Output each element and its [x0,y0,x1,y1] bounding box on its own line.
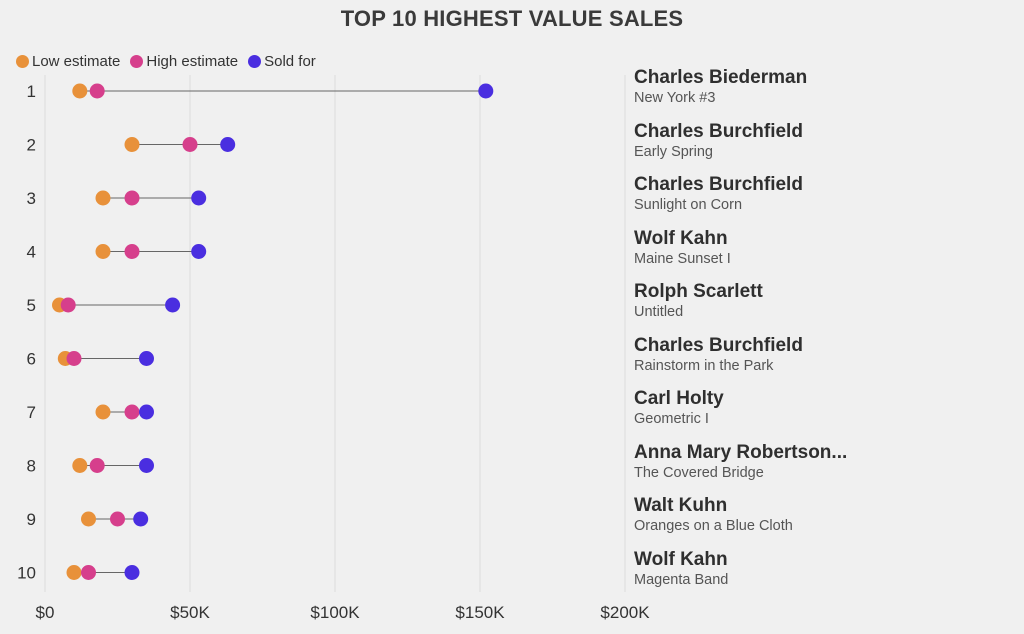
legend-label-sold: Sold for [264,53,316,70]
artwork-label: Charles Burchfield Sunlight on Corn [634,174,934,214]
sold-for-point[interactable] [191,190,207,206]
low-estimate-point[interactable] [72,83,88,99]
x-tick-label: $200K [600,603,650,622]
artwork-title: Sunlight on Corn [634,197,743,213]
artwork-label: Rolph Scarlett Untitled [634,281,934,321]
artwork-title: Maine Sunset I [634,250,731,267]
sold-for-point[interactable] [478,83,494,99]
artist-name: Rolph Scarlett [634,281,763,302]
rank-label: 9 [27,510,36,529]
artwork-title: New York #3 [634,90,716,106]
artwork-title: Geometric I [634,411,709,427]
artist-name: Charles Burchfield [634,174,803,195]
sold-for-point[interactable] [139,458,154,473]
high-estimate-point[interactable] [124,244,140,259]
low-estimate-point[interactable] [95,244,111,259]
rank-label: 5 [27,296,36,315]
sold-for-point[interactable] [139,351,154,366]
artwork-label: Carl Holty Geometric I [634,388,934,428]
low-estimate-point[interactable] [72,458,88,473]
artwork-label: Wolf Kahn Maine Sunset I [634,228,934,268]
legend-item-sold[interactable]: Sold for [248,53,316,70]
legend-dot-high [130,55,144,68]
artwork-title: Early Spring [634,143,713,160]
legend-item-high[interactable]: High estimate [130,53,238,70]
x-tick-label: $50K [170,603,210,622]
high-estimate-point[interactable] [182,137,198,152]
artwork-label: Charles Burchfield Rainstorm in the Park [634,335,934,375]
sold-for-point[interactable] [165,297,181,313]
artwork-label: Wolf Kahn Magenta Band [634,549,934,589]
low-estimate-point[interactable] [124,137,140,152]
high-estimate-point[interactable] [81,565,96,580]
x-tick-label: $0 [36,603,55,622]
legend: Low estimate High estimate Sold for [16,53,316,70]
high-estimate-point[interactable] [124,404,140,420]
sold-for-point[interactable] [124,565,140,580]
legend-dot-sold [248,55,262,68]
x-tick-label: $100K [310,603,360,622]
artist-name: Walt Kuhn [634,495,728,516]
high-estimate-point[interactable] [66,351,82,366]
rank-label: 4 [27,243,36,262]
artwork-label: Anna Mary Robertson... The Covered Bridge [634,442,934,482]
rank-label: 3 [27,189,36,208]
artist-name: Wolf Kahn [634,227,728,249]
high-estimate-point[interactable] [89,83,105,99]
artwork-title: Magenta Band [634,571,729,588]
artist-name: Anna Mary Robertson... [634,441,848,463]
x-tick-label: $150K [455,603,505,622]
legend-label-low: Low estimate [32,53,121,70]
legend-item-low[interactable]: Low estimate [16,53,120,70]
rank-label: 1 [27,82,36,101]
rank-label: 2 [27,136,36,155]
high-estimate-point[interactable] [60,297,76,313]
legend-dot-low [16,55,29,68]
artwork-title: The Covered Bridge [634,464,764,481]
low-estimate-point[interactable] [81,511,96,527]
low-estimate-point[interactable] [95,404,111,420]
low-estimate-point[interactable] [66,565,82,580]
artist-name: Charles Burchfield [634,334,803,356]
rank-label: 7 [27,403,36,422]
sold-for-point[interactable] [220,137,236,152]
legend-label-high: High estimate [146,53,239,70]
artwork-label: Walt Kuhn Oranges on a Blue Cloth [634,495,934,535]
artwork-title: Rainstorm in the Park [634,357,774,374]
artist-name: Charles Burchfield [634,120,803,142]
artwork-label: Charles Biederman New York #3 [634,67,934,107]
high-estimate-point[interactable] [124,190,140,206]
artist-name: Wolf Kahn [634,548,728,570]
artist-name: Carl Holty [634,388,724,409]
sold-for-point[interactable] [191,244,207,259]
rank-label: 8 [27,457,36,476]
low-estimate-point[interactable] [95,190,111,206]
artwork-label: Charles Burchfield Early Spring [634,121,934,161]
rank-label: 10 [17,564,36,583]
sold-for-point[interactable] [133,511,149,527]
artwork-title: Untitled [634,304,684,320]
chart-title: TOP 10 HIGHEST VALUE SALES [340,6,684,31]
high-estimate-point[interactable] [110,511,125,527]
high-estimate-point[interactable] [89,458,105,473]
rank-label: 6 [27,350,36,369]
sold-for-point[interactable] [139,404,154,420]
artist-name: Charles Biederman [634,67,808,88]
artwork-title: Oranges on a Blue Cloth [634,518,793,534]
